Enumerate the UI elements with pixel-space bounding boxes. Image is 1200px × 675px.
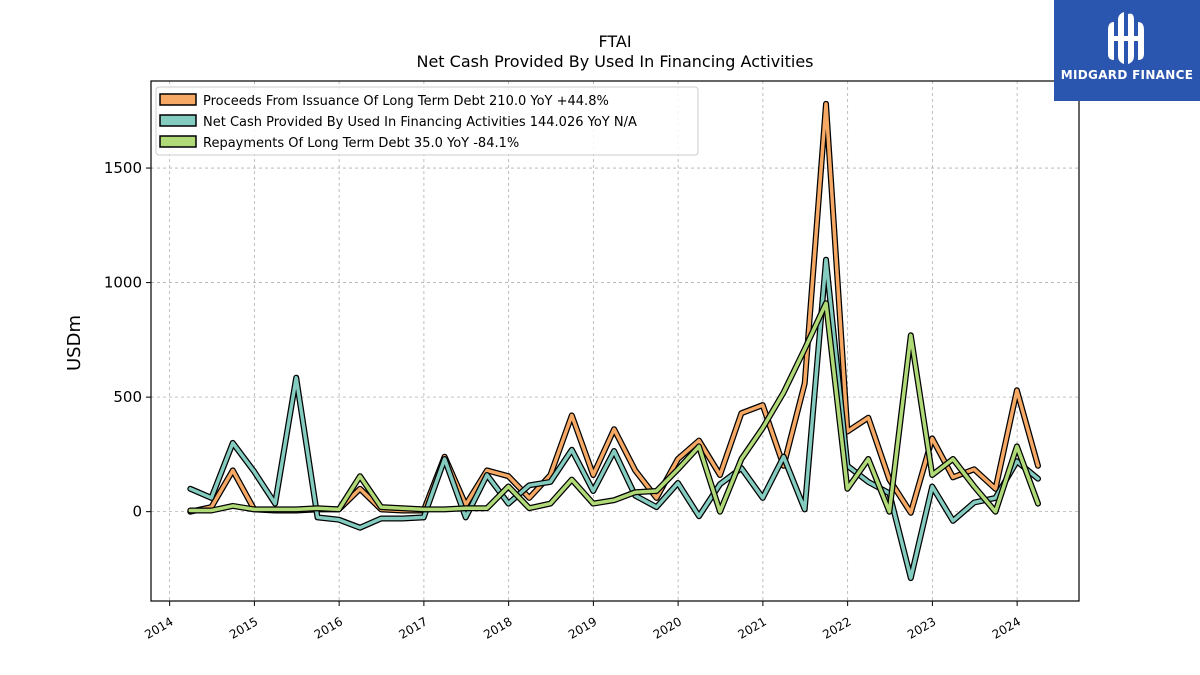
x-tick-label: 2020	[651, 614, 684, 641]
chart-title: FTAI	[598, 32, 631, 51]
series-outline-net-cash-provided-by-used-in-financing-activities	[187, 256, 1041, 582]
brand-logo: MIDGARD FINANCE	[1054, 0, 1200, 101]
x-tick-label: 2015	[227, 614, 260, 641]
x-tick-label: 2021	[735, 614, 768, 641]
series-line-repayments-of-long-term-debt	[188, 301, 1040, 514]
legend-label: Proceeds From Issuance Of Long Term Debt…	[203, 94, 609, 109]
legend-label: Repayments Of Long Term Debt 35.0 YoY -8…	[203, 136, 519, 151]
x-tick-label: 2014	[142, 614, 175, 641]
legend-label: Net Cash Provided By Used In Financing A…	[203, 115, 637, 130]
x-tick-label: 2023	[905, 614, 938, 641]
y-tick-label: 0	[132, 503, 142, 521]
x-tick-label: 2016	[312, 614, 345, 641]
y-tick-label: 500	[113, 388, 142, 406]
x-tick-label: 2017	[396, 614, 429, 641]
legend-swatch	[159, 114, 197, 127]
legend-swatch	[159, 135, 197, 148]
series-layer	[187, 100, 1041, 582]
x-tick-label: 2018	[481, 614, 514, 641]
x-tick-label: 2024	[990, 614, 1023, 641]
y-tick-label: 1000	[104, 274, 142, 292]
grid	[151, 81, 1079, 601]
legend: Proceeds From Issuance Of Long Term Debt…	[155, 86, 699, 156]
logo-text: MIDGARD FINANCE	[1060, 68, 1194, 82]
y-tick-label: 1500	[104, 159, 142, 177]
midgard-logo-icon	[1108, 12, 1144, 65]
y-axis: 0 500 1000 1500	[104, 159, 151, 521]
x-tick-label: 2019	[566, 614, 599, 641]
series-line-net-cash-provided-by-used-in-financing-activities	[188, 257, 1040, 580]
y-axis-label: USDm	[64, 315, 85, 371]
legend-swatch	[159, 93, 197, 106]
x-axis: 2014 2015 2016 2017 2018 2019 2020 2021 2022 2023…	[142, 601, 1023, 642]
legend-box	[155, 86, 699, 156]
plot-frame	[150, 80, 1080, 602]
x-tick-label: 2022	[820, 614, 853, 641]
chart-subtitle: Net Cash Provided By Used In Financing A…	[416, 52, 813, 71]
